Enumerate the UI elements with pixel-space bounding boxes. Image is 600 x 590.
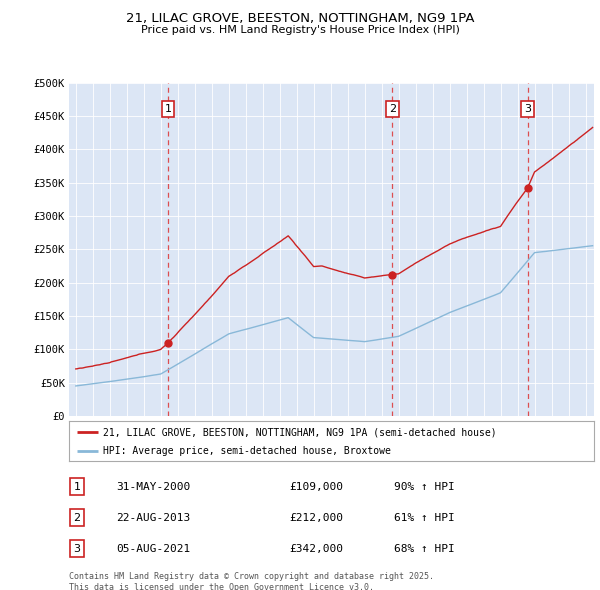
Text: 1: 1 [164, 104, 172, 114]
Text: HPI: Average price, semi-detached house, Broxtowe: HPI: Average price, semi-detached house,… [103, 445, 391, 455]
Text: £342,000: £342,000 [290, 544, 343, 553]
Text: 61% ↑ HPI: 61% ↑ HPI [395, 513, 455, 523]
Text: 68% ↑ HPI: 68% ↑ HPI [395, 544, 455, 553]
Text: 2: 2 [389, 104, 396, 114]
Text: 2: 2 [73, 513, 80, 523]
Text: 21, LILAC GROVE, BEESTON, NOTTINGHAM, NG9 1PA (semi-detached house): 21, LILAC GROVE, BEESTON, NOTTINGHAM, NG… [103, 427, 497, 437]
Text: 22-AUG-2013: 22-AUG-2013 [116, 513, 191, 523]
Text: 31-MAY-2000: 31-MAY-2000 [116, 482, 191, 491]
Text: Contains HM Land Registry data © Crown copyright and database right 2025.
This d: Contains HM Land Registry data © Crown c… [69, 572, 434, 590]
Text: £212,000: £212,000 [290, 513, 343, 523]
Text: 3: 3 [73, 544, 80, 553]
Text: 05-AUG-2021: 05-AUG-2021 [116, 544, 191, 553]
Text: 90% ↑ HPI: 90% ↑ HPI [395, 482, 455, 491]
Text: 1: 1 [73, 482, 80, 491]
Text: 21, LILAC GROVE, BEESTON, NOTTINGHAM, NG9 1PA: 21, LILAC GROVE, BEESTON, NOTTINGHAM, NG… [126, 12, 474, 25]
Text: £109,000: £109,000 [290, 482, 343, 491]
Text: 3: 3 [524, 104, 531, 114]
Text: Price paid vs. HM Land Registry's House Price Index (HPI): Price paid vs. HM Land Registry's House … [140, 25, 460, 35]
